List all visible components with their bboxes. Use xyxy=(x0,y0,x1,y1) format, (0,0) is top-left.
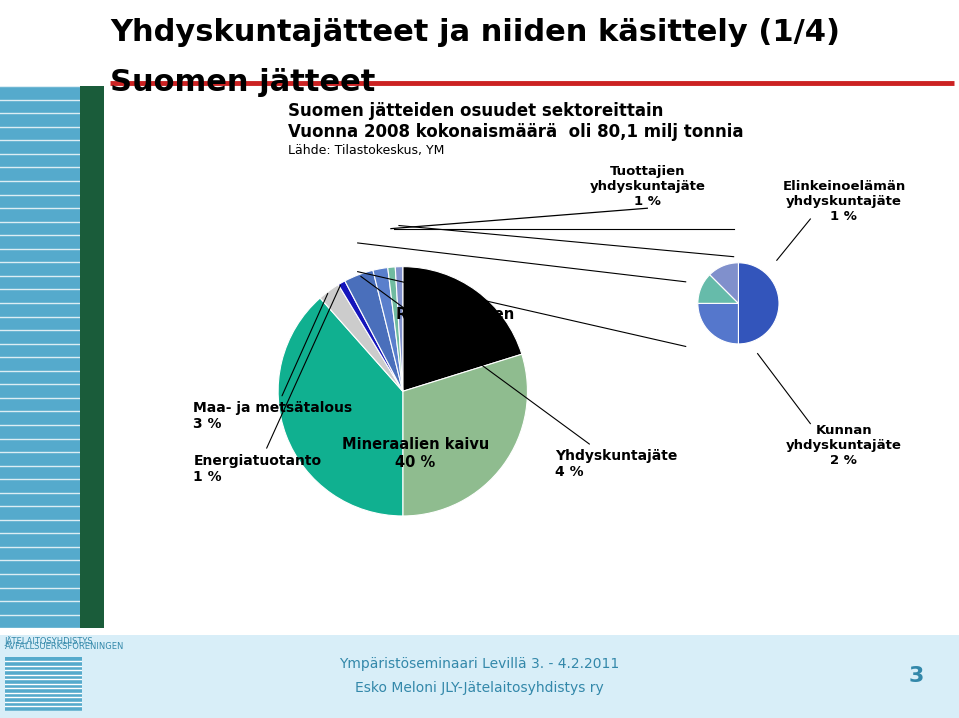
Text: Suomen jätteiden osuudet sektoreittain: Suomen jätteiden osuudet sektoreittain xyxy=(288,102,663,120)
Wedge shape xyxy=(373,268,403,391)
Text: Elinkeinoelämän
yhdyskuntajäte
1 %: Elinkeinoelämän yhdyskuntajäte 1 % xyxy=(783,180,905,223)
Text: Energiatuotanto
1 %: Energiatuotanto 1 % xyxy=(194,285,340,484)
Text: Ympäristöseminaari Levillä 3. - 4.2.2011: Ympäristöseminaari Levillä 3. - 4.2.2011 xyxy=(339,657,620,671)
Wedge shape xyxy=(387,267,403,391)
Text: Vuonna 2008 kokonaismäärä  oli 80,1 milj tonnia: Vuonna 2008 kokonaismäärä oli 80,1 milj … xyxy=(288,123,743,141)
Wedge shape xyxy=(278,298,403,516)
Text: Suomen jätteet: Suomen jätteet xyxy=(110,68,376,97)
Wedge shape xyxy=(738,263,779,344)
Wedge shape xyxy=(698,275,738,303)
Wedge shape xyxy=(345,270,403,391)
Text: Maa- ja metsätalous
3 %: Maa- ja metsätalous 3 % xyxy=(194,294,353,432)
Wedge shape xyxy=(698,303,738,344)
Text: Yhdyskuntajäte
4 %: Yhdyskuntajäte 4 % xyxy=(361,276,677,479)
Text: Rakentaminen
31 %: Rakentaminen 31 % xyxy=(395,307,515,339)
Wedge shape xyxy=(320,284,403,391)
Text: Lähde: Tilastokeskus, YM: Lähde: Tilastokeskus, YM xyxy=(288,144,444,157)
Text: Tuottajien
yhdyskuntajäte
1 %: Tuottajien yhdyskuntajäte 1 % xyxy=(590,165,705,208)
Text: Yhdyskuntajätteet ja niiden käsittely (1/4): Yhdyskuntajätteet ja niiden käsittely (1… xyxy=(110,18,840,47)
Wedge shape xyxy=(403,354,527,516)
Wedge shape xyxy=(710,263,738,303)
Wedge shape xyxy=(395,266,403,391)
Text: Kunnan
yhdyskuntajäte
2 %: Kunnan yhdyskuntajäte 2 % xyxy=(786,424,901,467)
Wedge shape xyxy=(403,266,522,391)
Text: JÄTELAITOSYHDISTYS: JÄTELAITOSYHDISTYS xyxy=(5,636,93,646)
Text: 3: 3 xyxy=(908,666,924,686)
Text: AVFALLSUERKSFÖRENINGEN: AVFALLSUERKSFÖRENINGEN xyxy=(5,642,124,651)
Wedge shape xyxy=(339,281,403,391)
Text: Mineraalien kaivu
40 %: Mineraalien kaivu 40 % xyxy=(341,437,489,470)
Text: Esko Meloni JLY-Jätelaitosyhdistys ry: Esko Meloni JLY-Jätelaitosyhdistys ry xyxy=(355,681,604,695)
